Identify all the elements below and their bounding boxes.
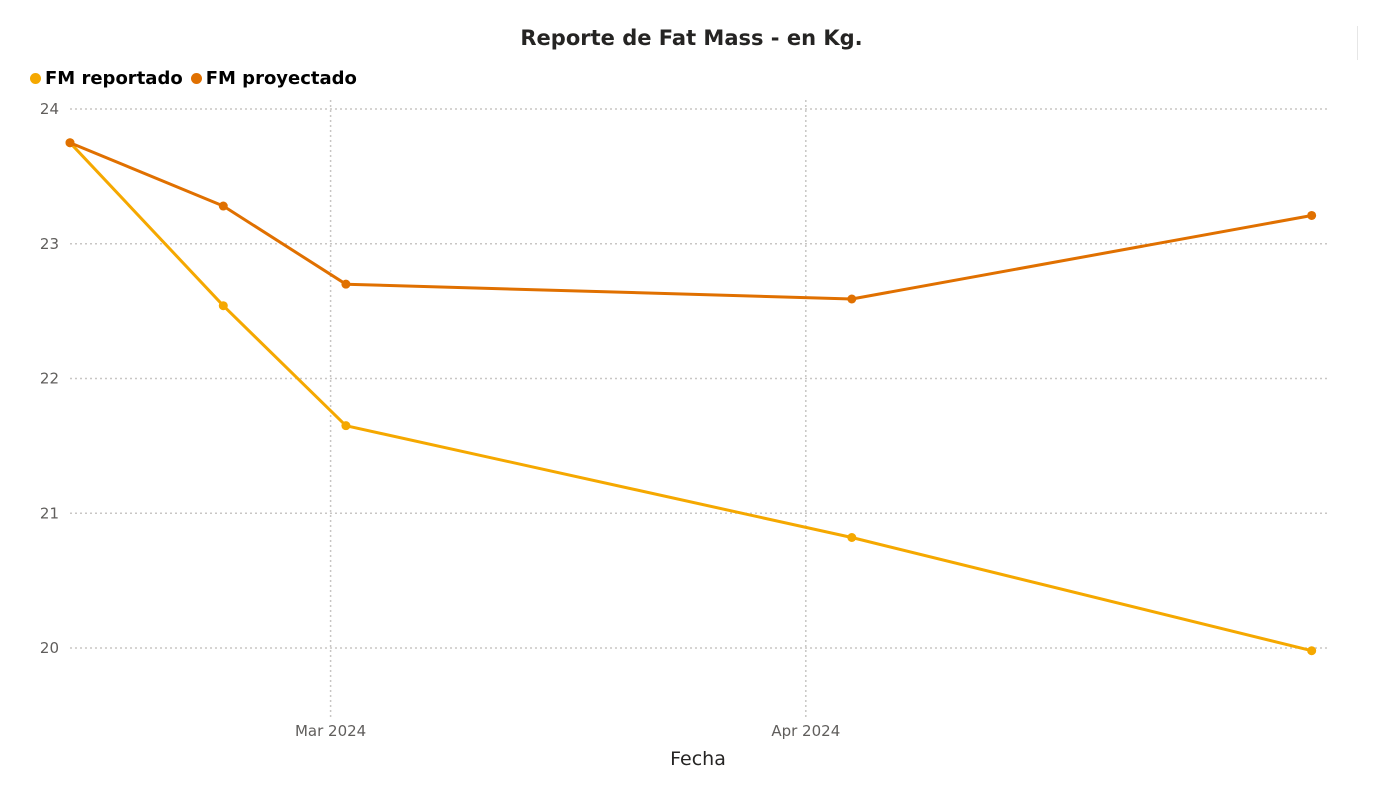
x-axis-title: Fecha: [670, 748, 726, 770]
data-point-fm-reportado: [218, 301, 228, 311]
visual-border-mark: [1357, 26, 1358, 60]
y-tick-label: 24: [40, 100, 59, 118]
data-point-fm-proyectado: [218, 201, 228, 211]
series-line-fm-reportado: [68, 141, 1314, 653]
x-tick-label: Mar 2024: [295, 722, 366, 740]
legend-marker-fm-proyectado: [190, 73, 202, 84]
y-tick-label: 23: [40, 235, 59, 253]
series-line-fm-proyectado: [68, 141, 1314, 301]
data-point-fm-proyectado: [1307, 210, 1317, 220]
legend-marker-fm-reportado: [30, 73, 41, 84]
x-tick-label: Apr 2024: [771, 722, 840, 740]
legend-item-fm-proyectado[interactable]: FM proyectado: [190, 68, 357, 89]
data-point-fm-proyectado: [341, 279, 351, 289]
y-tick-label: 22: [40, 370, 59, 388]
legend: FM reportado FM proyectado: [30, 68, 365, 89]
legend-label-fm-proyectado: FM proyectado: [205, 68, 357, 89]
data-point-fm-reportado: [1307, 646, 1317, 656]
legend-item-fm-reportado[interactable]: FM reportado: [30, 68, 183, 89]
data-point-fm-reportado: [847, 533, 857, 543]
chart-title: Reporte de Fat Mass - en Kg.: [520, 26, 863, 50]
data-point-fm-reportado: [341, 421, 351, 431]
y-tick-label: 20: [40, 639, 59, 657]
data-point-fm-proyectado: [65, 138, 75, 148]
y-tick-label: 21: [40, 504, 59, 522]
data-point-fm-proyectado: [847, 294, 857, 304]
legend-label-fm-reportado: FM reportado: [45, 68, 183, 89]
